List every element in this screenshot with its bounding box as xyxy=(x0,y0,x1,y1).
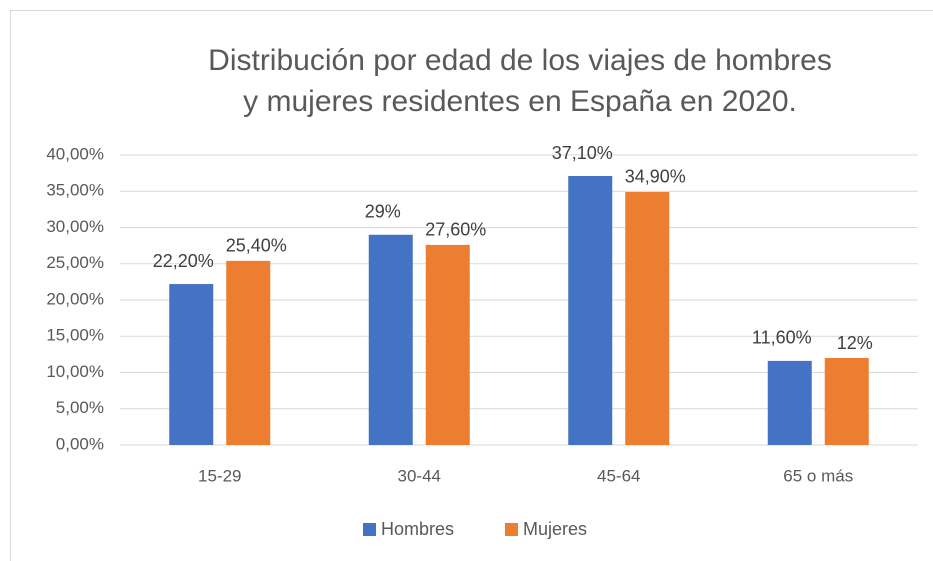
data-label: 29% xyxy=(365,202,401,222)
x-tick-label: 65 o más xyxy=(783,466,853,485)
data-label: 37,10% xyxy=(552,143,613,163)
y-tick-label: 5,00% xyxy=(56,398,104,417)
data-label: 11,60% xyxy=(752,328,812,348)
bar xyxy=(425,244,470,445)
legend-label: Hombres xyxy=(381,519,454,539)
y-tick-label: 15,00% xyxy=(46,326,104,345)
bar xyxy=(625,191,670,445)
data-label: 27,60% xyxy=(425,220,486,240)
bar xyxy=(824,358,869,445)
y-tick-label: 25,00% xyxy=(46,253,104,272)
y-tick-label: 30,00% xyxy=(46,217,104,236)
chart-title: Distribución por edad de los viajes de h… xyxy=(208,44,832,77)
data-label: 12% xyxy=(837,333,873,353)
y-tick-label: 40,00% xyxy=(46,144,104,163)
legend-swatch xyxy=(505,523,518,536)
y-tick-label: 10,00% xyxy=(46,362,104,381)
legend-swatch xyxy=(363,523,376,536)
bar xyxy=(568,176,613,445)
bar xyxy=(226,260,271,445)
data-label: 25,40% xyxy=(226,236,287,256)
chart-title: y mujeres residentes en España en 2020. xyxy=(243,85,797,118)
data-label: 34,90% xyxy=(625,167,686,187)
y-tick-label: 35,00% xyxy=(46,181,104,200)
legend-label: Mujeres xyxy=(523,519,587,539)
bar xyxy=(368,234,413,445)
data-label: 22,20% xyxy=(153,251,214,271)
chart-border xyxy=(10,10,933,561)
y-tick-label: 20,00% xyxy=(46,289,104,308)
bar xyxy=(169,284,214,445)
x-tick-label: 30-44 xyxy=(398,466,441,485)
bar xyxy=(767,360,812,445)
x-tick-label: 45-64 xyxy=(597,466,640,485)
x-tick-label: 15-29 xyxy=(198,466,241,485)
y-tick-label: 0,00% xyxy=(56,434,104,453)
